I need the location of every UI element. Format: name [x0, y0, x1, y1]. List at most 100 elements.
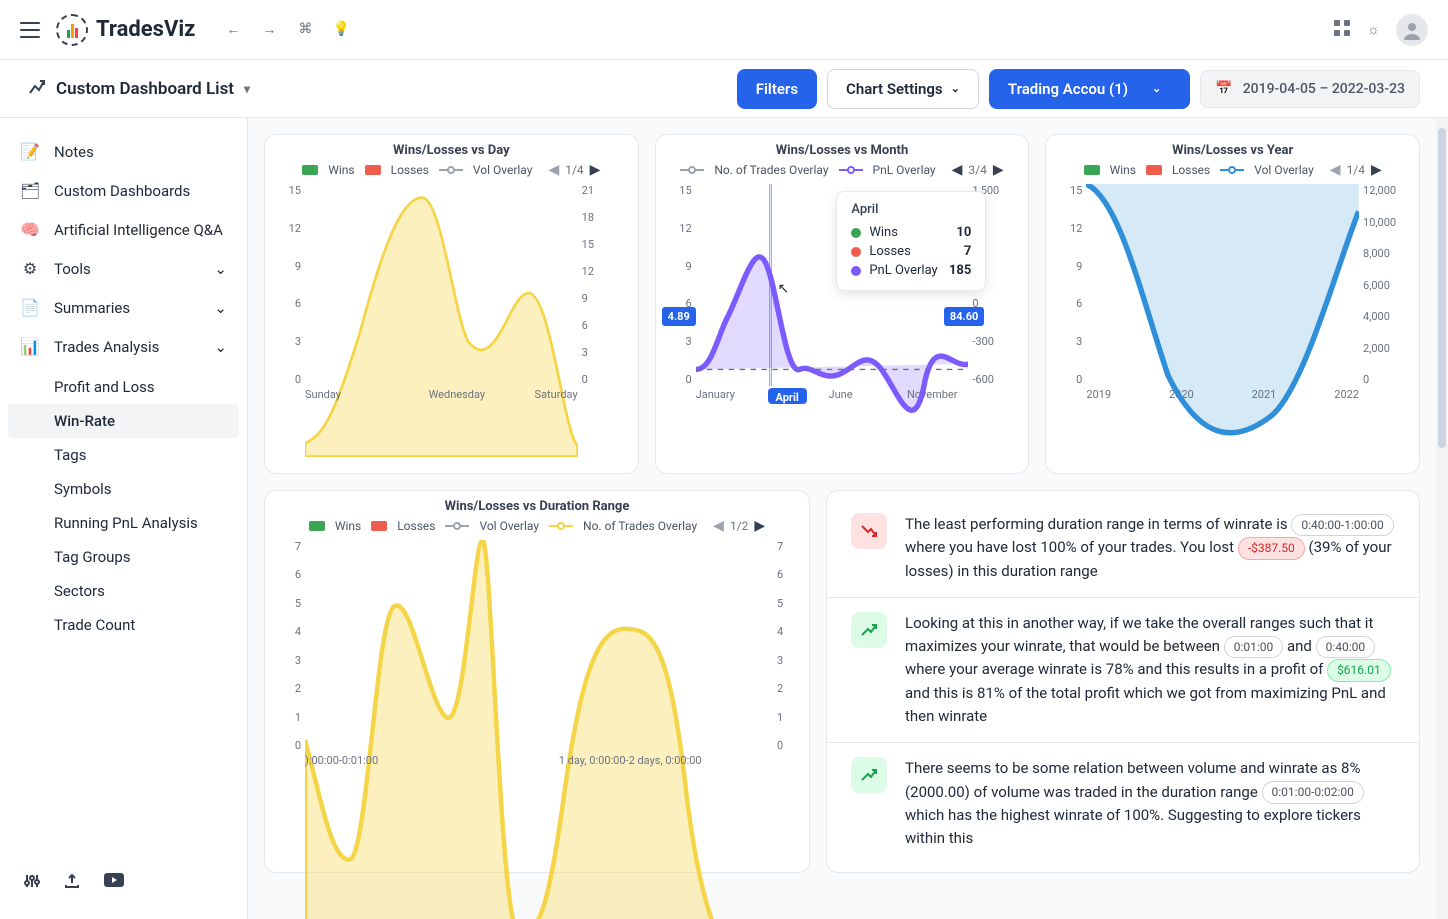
- topbar: TradesViz ← → ⌘ 💡 ☼: [0, 0, 1448, 60]
- cursor-icon: ↖: [777, 281, 789, 297]
- chart-area: 15129630 12,00010,0008,0006,0004,0002,000…: [1058, 184, 1407, 404]
- trend-down-icon: [851, 513, 887, 549]
- sidebar-item-label: Trades Analysis: [54, 338, 159, 356]
- yaxis-l: 15129630: [1058, 184, 1082, 386]
- yaxis-l: 15129630: [668, 184, 692, 386]
- chart-settings-button[interactable]: Chart Settings ⌄: [827, 69, 979, 109]
- chart-title: Wins/Losses vs Month: [668, 143, 1017, 158]
- sidebar-sub-win-rate[interactable]: Win-Rate: [8, 404, 239, 438]
- scrollbar[interactable]: [1436, 118, 1448, 919]
- sidebar-item-label: Tools: [54, 260, 91, 278]
- sidebar-item-artificial-intelligence-q-a[interactable]: 🧠Artificial Intelligence Q&A: [8, 210, 239, 249]
- nav-icons: ← → ⌘ 💡: [223, 21, 351, 38]
- value-pill: 0:01:00-0:02:00: [1262, 781, 1364, 804]
- chart-legend: Wins Losses Vol Overlay No. of Trades Ov…: [277, 518, 797, 534]
- sidebar-item-label: Artificial Intelligence Q&A: [54, 221, 223, 239]
- value-pill: $616.01: [1327, 659, 1391, 682]
- trend-up-icon: [851, 612, 887, 648]
- bars: [1086, 184, 1359, 386]
- value-pill: 0:40:00-1:00:00: [1291, 514, 1393, 537]
- highlight-x-label: April: [768, 388, 807, 404]
- insight-text: Looking at this in another way, if we ta…: [905, 612, 1395, 728]
- right-value-badge: 84.60: [944, 307, 984, 326]
- sliders-icon[interactable]: [24, 873, 40, 893]
- pager-prev-icon[interactable]: ◀: [1330, 162, 1341, 178]
- sidebar-sub-tags[interactable]: Tags: [8, 438, 239, 472]
- plot: [305, 184, 578, 386]
- yaxis-r: 12,00010,0008,0006,0004,0002,0000: [1363, 184, 1407, 386]
- chart-title: Wins/Losses vs Duration Range: [277, 499, 797, 514]
- sum-icon: 📄: [20, 298, 40, 317]
- chart-card-year: Wins/Losses vs Year Wins Losses Vol Over…: [1045, 134, 1420, 474]
- chevron-down-icon: ⌄: [214, 338, 227, 356]
- chart-area: 7654321076543210):00:00-0:01:001 day, 0:…: [277, 540, 797, 770]
- insights-panel: The least performing duration range in t…: [826, 490, 1420, 873]
- sidebar-sub-symbols[interactable]: Symbols: [8, 472, 239, 506]
- main-content: Wins/Losses vs Day Wins Losses Vol Overl…: [248, 118, 1436, 919]
- filters-button[interactable]: Filters: [737, 69, 817, 109]
- sidebar-sub-profit-and-loss[interactable]: Profit and Loss: [8, 370, 239, 404]
- upload-icon[interactable]: [64, 873, 80, 893]
- chevron-down-icon[interactable]: ▾: [244, 82, 250, 96]
- menu-button[interactable]: [20, 22, 40, 38]
- chart-tooltip: April Wins10Losses7PnL Overlay185: [836, 191, 986, 291]
- sidebar-item-notes[interactable]: 📝Notes: [8, 132, 239, 171]
- apps-icon[interactable]: [1333, 19, 1351, 41]
- highlight-column: [769, 184, 772, 386]
- command-icon[interactable]: ⌘: [295, 21, 315, 38]
- youtube-icon[interactable]: [104, 873, 124, 893]
- bars: [305, 184, 578, 386]
- lightbulb-icon[interactable]: 💡: [331, 21, 351, 38]
- insight-row: Looking at this in another way, if we ta…: [827, 598, 1419, 743]
- sidebar-item-trades-analysis[interactable]: 📊 Trades Analysis ⌄: [8, 327, 239, 366]
- date-range-text: 2019-04-05 – 2022-03-23: [1243, 81, 1405, 97]
- sidebar-sub-sectors[interactable]: Sectors: [8, 574, 239, 608]
- sidebar-item-summaries[interactable]: 📄 Summaries ⌄: [8, 288, 239, 327]
- chart-legend: No. of Trades Overlay PnL Overlay ◀3/4▶: [668, 162, 1017, 178]
- chart-legend: Wins Losses Vol Overlay ◀1/4▶: [277, 162, 626, 178]
- calendar-icon: 📅: [1215, 81, 1232, 97]
- sidebar-item-label: Summaries: [54, 299, 130, 317]
- chart-card-duration: Wins/Losses vs Duration Range Wins Losse…: [264, 490, 810, 873]
- pager-next-icon[interactable]: ▶: [590, 162, 601, 178]
- forward-icon[interactable]: →: [259, 21, 279, 38]
- insight-row: There seems to be some relation between …: [827, 743, 1419, 864]
- trading-account-button[interactable]: Trading Accou (1) ⌄: [989, 69, 1190, 109]
- gear-icon: ⚙: [20, 259, 40, 278]
- chevron-down-icon: ⌄: [1152, 82, 1161, 95]
- pager-next-icon[interactable]: ▶: [1371, 162, 1382, 178]
- sidebar-sub-running-pnl-analysis[interactable]: Running PnL Analysis: [8, 506, 239, 540]
- sidebar-footer: [8, 861, 239, 905]
- yaxis-l: 76543210: [277, 540, 301, 752]
- insight-row: The least performing duration range in t…: [827, 499, 1419, 598]
- sidebar-item-label: Custom Dashboards: [54, 182, 190, 200]
- yaxis-l: 15129630: [277, 184, 301, 386]
- sidebar-sub-trade-count[interactable]: Trade Count: [8, 608, 239, 642]
- chart-area: 15129630 211815129630SundayWednesdaySatur…: [277, 184, 626, 404]
- pager-prev-icon[interactable]: ◀: [548, 162, 559, 178]
- analytics-icon: [28, 77, 46, 100]
- chart-icon: 📊: [20, 337, 40, 356]
- pager-next-icon[interactable]: ▶: [993, 162, 1004, 178]
- plot: [305, 540, 749, 752]
- back-icon[interactable]: ←: [223, 21, 243, 38]
- chevron-down-icon: ⌄: [214, 299, 227, 317]
- pager-prev-icon[interactable]: ◀: [952, 162, 963, 178]
- xaxis: 2019202020212022: [1086, 388, 1359, 404]
- pager-next-icon[interactable]: ▶: [754, 518, 765, 534]
- sidebar-sub-tag-groups[interactable]: Tag Groups: [8, 540, 239, 574]
- yaxis-r: 211815129630: [582, 184, 626, 386]
- logo-icon: [56, 14, 88, 46]
- chevron-down-icon: ⌄: [214, 260, 227, 278]
- chart-legend: Wins Losses Vol Overlay ◀1/4▶: [1058, 162, 1407, 178]
- brand-logo[interactable]: TradesViz: [56, 14, 195, 46]
- xaxis: SundayWednesdaySaturday: [305, 388, 578, 404]
- sidebar-item-tools[interactable]: ⚙ Tools ⌄: [8, 249, 239, 288]
- sidebar-item-custom-dashboards[interactable]: 🗂 Custom Dashboards: [8, 171, 239, 210]
- date-range-picker[interactable]: 📅 2019-04-05 – 2022-03-23: [1200, 70, 1420, 108]
- dash-icon: 🗂: [20, 181, 40, 200]
- avatar-icon[interactable]: [1396, 14, 1428, 46]
- chart-title: Wins/Losses vs Day: [277, 143, 626, 158]
- theme-icon[interactable]: ☼: [1367, 21, 1380, 38]
- pager-prev-icon[interactable]: ◀: [713, 518, 724, 534]
